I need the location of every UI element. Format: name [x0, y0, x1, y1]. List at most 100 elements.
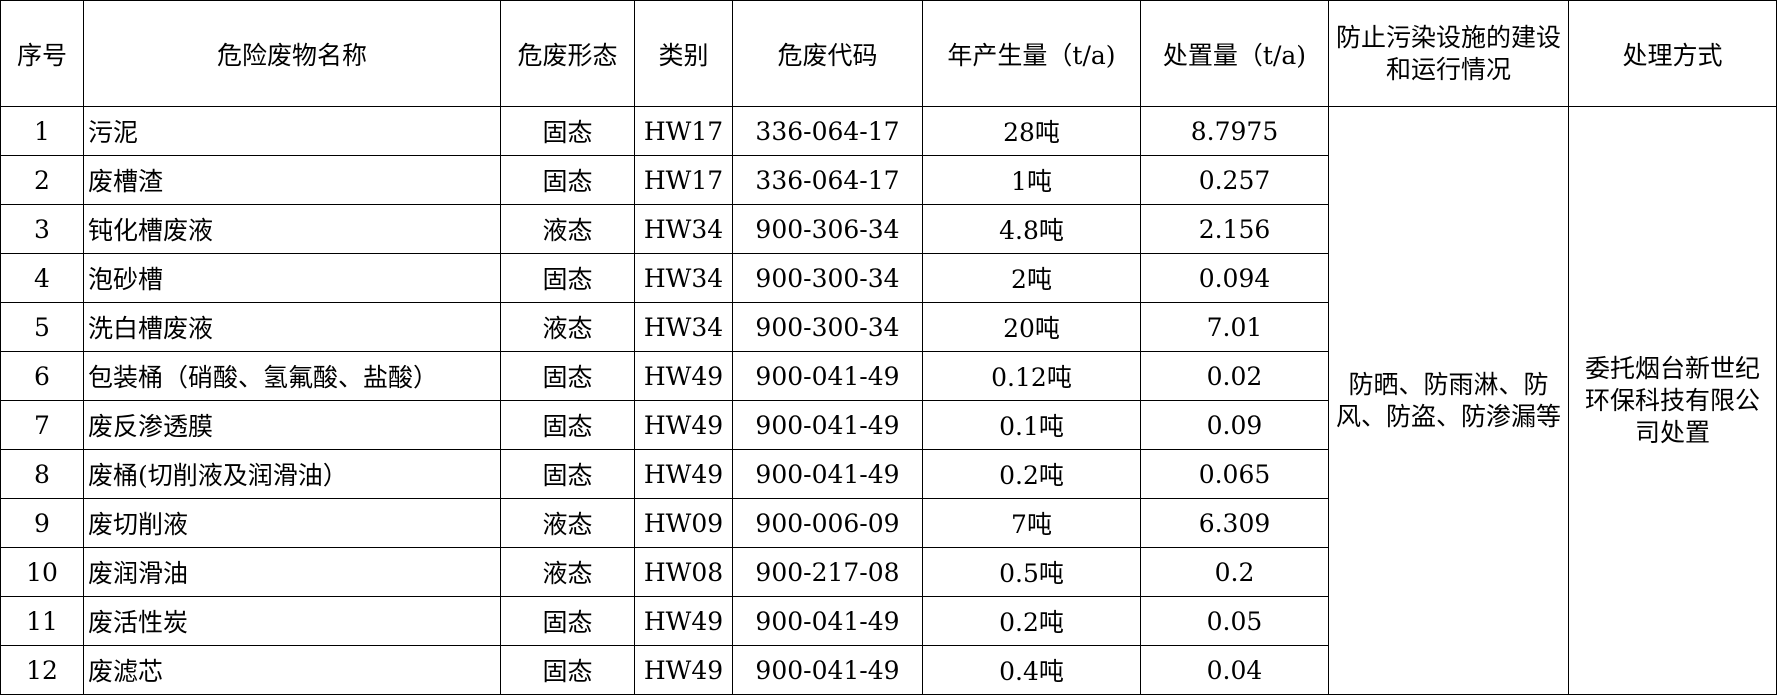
- cell-category: HW09: [634, 498, 733, 548]
- header-col-index: 序号: [0, 0, 84, 107]
- cell-form: 液态: [500, 302, 635, 352]
- cell-waste-name: 泡砂槽: [83, 253, 501, 303]
- cell-disposal-amount: 0.094: [1140, 253, 1329, 303]
- cell-waste-name: 钝化槽废液: [83, 204, 501, 254]
- cell-code: 900-217-08: [732, 547, 923, 597]
- cell-form: 液态: [500, 547, 635, 597]
- cell-disposal-amount: 0.05: [1140, 596, 1329, 646]
- table-row: 12 废滤芯 固态 HW49 900-041-49 0.4吨 0.04: [0, 645, 1777, 695]
- cell-index: 8: [0, 449, 84, 499]
- cell-code: 900-041-49: [732, 596, 923, 646]
- header-col-disposal-amount: 处置量（t/a): [1140, 0, 1329, 107]
- cell-annual-output: 0.2吨: [922, 449, 1141, 499]
- cell-category: HW49: [634, 449, 733, 499]
- cell-form: 固态: [500, 449, 635, 499]
- cell-annual-output: 7吨: [922, 498, 1141, 548]
- cell-index: 12: [0, 645, 84, 695]
- table-row: 9 废切削液 液态 HW09 900-006-09 7吨 6.309: [0, 498, 1777, 548]
- header-col-waste-name: 危险废物名称: [83, 0, 501, 107]
- cell-form: 液态: [500, 204, 635, 254]
- table-row: 5 洗白槽废液 液态 HW34 900-300-34 20吨 7.01: [0, 302, 1777, 352]
- cell-disposal-amount: 8.7975: [1140, 106, 1329, 156]
- cell-index: 9: [0, 498, 84, 548]
- cell-annual-output: 28吨: [922, 106, 1141, 156]
- cell-form: 固态: [500, 645, 635, 695]
- cell-category: HW17: [634, 155, 733, 205]
- cell-index: 4: [0, 253, 84, 303]
- header-col-category: 类别: [634, 0, 733, 107]
- cell-form: 固态: [500, 155, 635, 205]
- cell-index: 6: [0, 351, 84, 401]
- cell-code: 900-300-34: [732, 302, 923, 352]
- header-row: 序号 危险废物名称 危废形态 类别 危废代码 年产生量（t/a) 处置量（t/a) 防止污染设…: [0, 0, 1777, 107]
- cell-disposal-amount: 0.065: [1140, 449, 1329, 499]
- cell-form: 固态: [500, 351, 635, 401]
- cell-annual-output: 0.1吨: [922, 400, 1141, 450]
- cell-category: HW34: [634, 204, 733, 254]
- header-col-facilities: 防止污染设施的建设和运行情况: [1328, 0, 1569, 107]
- cell-code: 900-306-34: [732, 204, 923, 254]
- cell-annual-output: 0.12吨: [922, 351, 1141, 401]
- cell-disposal-amount: 7.01: [1140, 302, 1329, 352]
- cell-category: HW49: [634, 400, 733, 450]
- cell-form: 固态: [500, 596, 635, 646]
- table-row: 7 废反渗透膜 固态 HW49 900-041-49 0.1吨 0.09: [0, 400, 1777, 450]
- cell-index: 10: [0, 547, 84, 597]
- cell-facilities: 防晒、防雨淋、防风、防盗、防渗漏等: [1328, 106, 1569, 695]
- cell-form: 液态: [500, 498, 635, 548]
- cell-index: 5: [0, 302, 84, 352]
- header-col-form: 危废形态: [500, 0, 635, 107]
- cell-code: 900-041-49: [732, 449, 923, 499]
- table-row: 3 钝化槽废液 液态 HW34 900-306-34 4.8吨 2.156: [0, 204, 1777, 254]
- table-row: 10 废润滑油 液态 HW08 900-217-08 0.5吨 0.2: [0, 547, 1777, 597]
- cell-annual-output: 0.4吨: [922, 645, 1141, 695]
- cell-waste-name: 废滤芯: [83, 645, 501, 695]
- cell-treatment: 委托烟台新世纪环保科技有限公司处置: [1568, 106, 1777, 695]
- cell-disposal-amount: 6.309: [1140, 498, 1329, 548]
- cell-category: HW49: [634, 645, 733, 695]
- cell-disposal-amount: 0.2: [1140, 547, 1329, 597]
- cell-waste-name: 废润滑油: [83, 547, 501, 597]
- cell-waste-name: 废槽渣: [83, 155, 501, 205]
- cell-category: HW49: [634, 351, 733, 401]
- cell-category: HW49: [634, 596, 733, 646]
- cell-category: HW34: [634, 302, 733, 352]
- table-row: 8 废桶(切削液及润滑油） 固态 HW49 900-041-49 0.2吨 0.065: [0, 449, 1777, 499]
- cell-disposal-amount: 0.04: [1140, 645, 1329, 695]
- cell-index: 2: [0, 155, 84, 205]
- cell-code: 900-300-34: [732, 253, 923, 303]
- cell-index: 7: [0, 400, 84, 450]
- cell-waste-name: 废切削液: [83, 498, 501, 548]
- cell-waste-name: 废反渗透膜: [83, 400, 501, 450]
- cell-index: 1: [0, 106, 84, 156]
- cell-annual-output: 1吨: [922, 155, 1141, 205]
- cell-annual-output: 0.5吨: [922, 547, 1141, 597]
- table-row: 11 废活性炭 固态 HW49 900-041-49 0.2吨 0.05: [0, 596, 1777, 646]
- cell-disposal-amount: 0.09: [1140, 400, 1329, 450]
- table-row: 2 废槽渣 固态 HW17 336-064-17 1吨 0.257: [0, 155, 1777, 205]
- cell-index: 3: [0, 204, 84, 254]
- cell-form: 固态: [500, 400, 635, 450]
- cell-annual-output: 4.8吨: [922, 204, 1141, 254]
- cell-code: 336-064-17: [732, 155, 923, 205]
- cell-code: 900-006-09: [732, 498, 923, 548]
- cell-disposal-amount: 0.257: [1140, 155, 1329, 205]
- cell-annual-output: 2吨: [922, 253, 1141, 303]
- cell-disposal-amount: 0.02: [1140, 351, 1329, 401]
- cell-category: HW08: [634, 547, 733, 597]
- header-col-treatment: 处理方式: [1568, 0, 1777, 107]
- header-col-annual-output: 年产生量（t/a): [922, 0, 1141, 107]
- header-col-code: 危废代码: [732, 0, 923, 107]
- table-row: 6 包装桶（硝酸、氢氟酸、盐酸） 固态 HW49 900-041-49 0.12吨 0.02: [0, 351, 1777, 401]
- table-row: 4 泡砂槽 固态 HW34 900-300-34 2吨 0.094: [0, 253, 1777, 303]
- cell-waste-name: 废桶(切削液及润滑油）: [83, 449, 501, 499]
- cell-category: HW17: [634, 106, 733, 156]
- table-row: 1 污泥 固态 HW17 336-064-17 28吨 8.7975 防晒、防雨淋、防风、防盗…: [0, 106, 1777, 695]
- cell-waste-name: 包装桶（硝酸、氢氟酸、盐酸）: [83, 351, 501, 401]
- cell-form: 固态: [500, 106, 635, 156]
- cell-disposal-amount: 2.156: [1140, 204, 1329, 254]
- cell-code: 900-041-49: [732, 400, 923, 450]
- cell-form: 固态: [500, 253, 635, 303]
- cell-index: 11: [0, 596, 84, 646]
